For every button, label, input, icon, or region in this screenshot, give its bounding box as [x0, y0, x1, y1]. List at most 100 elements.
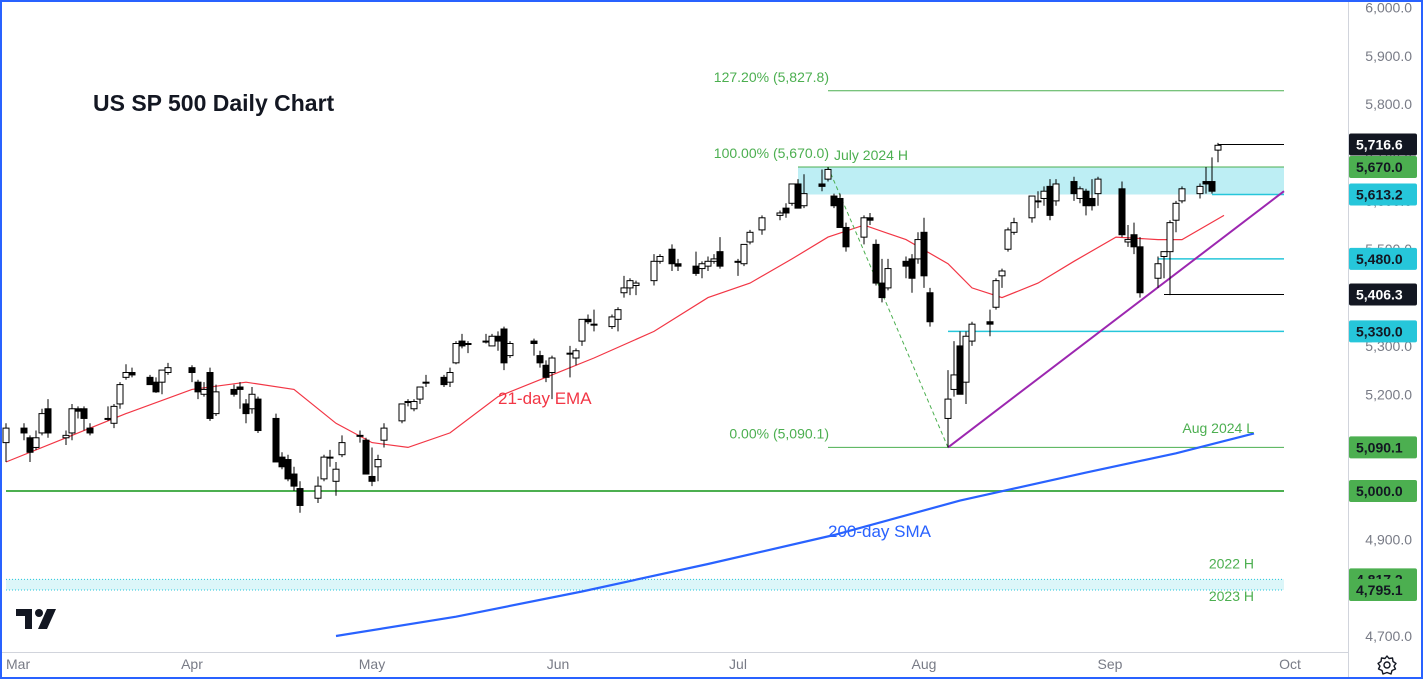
candle-body — [956, 345, 964, 395]
candle — [578, 318, 586, 346]
x-tick-label-sep: Sep — [1098, 656, 1123, 672]
candle-body — [368, 475, 376, 482]
candle — [152, 377, 160, 393]
candle-body — [1124, 239, 1132, 243]
candle-body — [290, 473, 298, 487]
candle-body — [578, 318, 586, 342]
candle — [200, 382, 208, 397]
candle-body — [992, 280, 1000, 308]
price-label-text: 5,670.0 — [1356, 159, 1403, 175]
candle — [320, 454, 328, 482]
annotation-july-2024-h: July 2024 H — [834, 147, 908, 163]
candle-body — [536, 355, 544, 364]
candle — [362, 437, 370, 475]
candle-body — [332, 468, 340, 482]
candle — [566, 345, 574, 378]
candle — [734, 258, 742, 276]
resistance-zone-1 — [6, 579, 1284, 591]
price-label-box — [1349, 579, 1417, 602]
candle-body — [1004, 229, 1012, 250]
candle — [800, 174, 808, 209]
candle-body — [914, 239, 922, 260]
candle-body — [1010, 222, 1018, 233]
candle — [38, 408, 46, 436]
candle-body — [1076, 188, 1084, 199]
candle-body — [998, 270, 1006, 277]
price-label-text: 5,330.0 — [1356, 323, 1403, 339]
candle-body — [188, 367, 196, 374]
candle-body — [164, 367, 172, 374]
candle-body — [944, 398, 952, 419]
candle — [110, 403, 118, 429]
candle-body — [872, 243, 880, 284]
candle — [1070, 176, 1078, 201]
candle — [1004, 227, 1012, 252]
candle-body — [830, 195, 838, 207]
candle — [950, 341, 958, 397]
candle-body — [1034, 200, 1042, 203]
candle-body — [1160, 251, 1168, 257]
candle — [2, 423, 10, 462]
candle — [500, 326, 508, 371]
candle — [1154, 256, 1162, 288]
price-label: 5,480.0 — [1349, 247, 1417, 270]
price-label-text: 5,000.0 — [1356, 483, 1403, 499]
candle — [26, 435, 34, 462]
settings-gear-icon[interactable] — [1376, 654, 1398, 676]
candle-body — [1094, 178, 1102, 195]
candle-body — [920, 231, 928, 277]
price-label-text: 5,716.6 — [1356, 137, 1403, 153]
x-tick-label-apr: Apr — [181, 656, 203, 672]
candle — [248, 387, 256, 414]
candle-body — [482, 340, 490, 343]
candle-body — [458, 340, 466, 347]
uptrend-line — [947, 190, 1285, 449]
candle — [878, 258, 886, 303]
price-label-text: 4,795.1 — [1356, 582, 1403, 598]
candle-body — [152, 381, 160, 393]
candle — [668, 244, 676, 271]
candle-body — [86, 427, 94, 434]
candle-body — [710, 258, 718, 262]
chart-title: US SP 500 Daily Chart — [93, 90, 335, 116]
candle-body — [566, 352, 574, 355]
candle — [1136, 237, 1144, 298]
candle-body — [884, 268, 892, 289]
candle-body — [1130, 234, 1138, 248]
candle-body — [278, 456, 286, 468]
candle-body — [968, 323, 976, 342]
candle — [620, 275, 628, 298]
x-tick-label-mar: Mar — [6, 656, 30, 672]
candle — [632, 280, 640, 296]
candle — [776, 210, 784, 221]
y-tick-label: 6,000.0 — [1365, 2, 1412, 16]
candle-body — [242, 403, 250, 415]
candle — [20, 423, 28, 441]
candle-body — [866, 217, 874, 221]
candle-body — [704, 260, 712, 267]
candle-body — [74, 408, 82, 412]
price-label: 5,716.6 — [1349, 133, 1417, 156]
candle — [626, 278, 634, 296]
candle — [698, 261, 706, 279]
candle — [464, 341, 472, 354]
candle — [656, 254, 664, 264]
candle-body — [146, 376, 154, 386]
candle — [914, 232, 922, 264]
price-label-box — [1349, 133, 1417, 156]
candle-body — [446, 372, 454, 383]
candle — [1088, 179, 1096, 211]
ema-21-line — [5, 214, 1225, 463]
candle-body — [254, 398, 262, 432]
candle — [284, 454, 292, 482]
candle-body — [404, 401, 412, 404]
candle-body — [248, 393, 256, 410]
candle — [782, 203, 790, 218]
candle — [1160, 251, 1168, 279]
candle-body — [1154, 263, 1162, 279]
candle-body — [1202, 181, 1210, 185]
price-label: 5,000.0 — [1349, 479, 1417, 502]
fib-label-2: 0.00% (5,090.1) — [729, 425, 829, 441]
candle — [422, 374, 430, 388]
